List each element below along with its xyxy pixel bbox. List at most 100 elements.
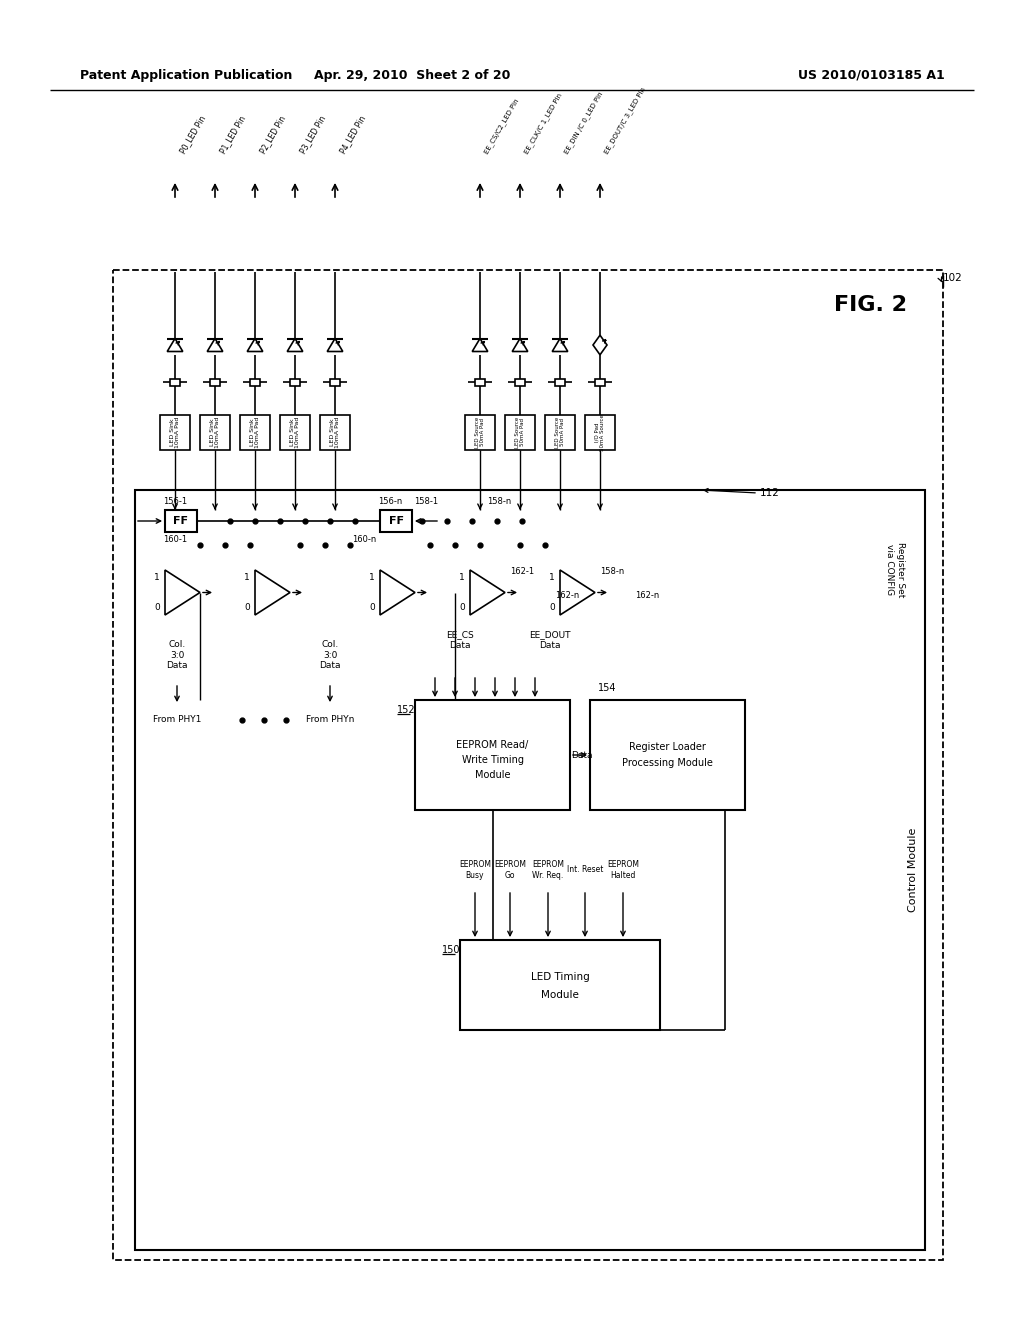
Text: From PHY1: From PHY1 [153, 715, 201, 725]
Text: 0: 0 [155, 602, 160, 611]
Text: LED Sink
10mA Pad: LED Sink 10mA Pad [290, 417, 300, 449]
Text: Module: Module [541, 990, 579, 1001]
Text: Write Timing: Write Timing [462, 755, 523, 766]
Text: I/O Pad
50mA Source: I/O Pad 50mA Source [595, 414, 605, 451]
Text: Module: Module [475, 770, 510, 780]
Text: US 2010/0103185 A1: US 2010/0103185 A1 [799, 69, 945, 82]
Text: 160-n: 160-n [352, 536, 376, 544]
Text: 162-n: 162-n [635, 590, 659, 599]
Bar [505, 414, 535, 450]
Bar [135, 490, 925, 1250]
Text: LED Source
50mA Pad: LED Source 50mA Pad [555, 417, 565, 447]
Text: P0_LED Pin: P0_LED Pin [178, 114, 207, 154]
Bar [160, 414, 190, 450]
Text: FF: FF [173, 516, 188, 525]
Bar [475, 379, 484, 385]
Text: 1: 1 [459, 573, 465, 582]
Polygon shape [593, 335, 607, 355]
Text: EE_DOUT/C 3_LED Pin: EE_DOUT/C 3_LED Pin [603, 86, 647, 154]
Bar [330, 379, 340, 385]
Text: Data: Data [571, 751, 593, 759]
Text: 160-1: 160-1 [163, 536, 187, 544]
Text: EE_CS
Data: EE_CS Data [446, 630, 474, 649]
Text: EEPROM
Halted: EEPROM Halted [607, 861, 639, 879]
Polygon shape [552, 338, 567, 351]
Polygon shape [255, 570, 290, 615]
Bar [545, 414, 575, 450]
Bar [319, 414, 350, 450]
Bar [415, 700, 570, 810]
Text: Int. Reset: Int. Reset [567, 866, 603, 874]
Text: 156-n: 156-n [378, 498, 402, 507]
Bar [290, 379, 300, 385]
Text: LED Sink
10mA Pad: LED Sink 10mA Pad [250, 417, 260, 449]
Text: 162-1: 162-1 [510, 568, 535, 577]
Text: FIG. 2: FIG. 2 [834, 294, 906, 315]
Text: EEPROM
Wr. Req.: EEPROM Wr. Req. [532, 861, 564, 879]
Text: EEPROM
Busy: EEPROM Busy [459, 861, 490, 879]
Bar [585, 414, 615, 450]
Bar [590, 700, 745, 810]
Bar [113, 271, 943, 1261]
Bar [595, 379, 605, 385]
Text: LED Sink
10mA Pad: LED Sink 10mA Pad [170, 417, 180, 449]
Text: P1_LED Pin: P1_LED Pin [218, 114, 247, 154]
Polygon shape [165, 570, 200, 615]
Polygon shape [560, 570, 595, 615]
Bar [165, 510, 197, 532]
Text: EEPROM
Go: EEPROM Go [494, 861, 526, 879]
Text: EEPROM Read/: EEPROM Read/ [457, 741, 528, 750]
Polygon shape [472, 338, 487, 351]
Bar [240, 414, 270, 450]
Text: 0: 0 [369, 602, 375, 611]
Text: 154: 154 [598, 682, 616, 693]
Text: 158-n: 158-n [487, 498, 511, 507]
Text: Col.
3:0
Data: Col. 3:0 Data [319, 640, 341, 671]
Bar [170, 379, 180, 385]
Text: EE_CS/C2_LED Pin: EE_CS/C2_LED Pin [483, 98, 520, 154]
Bar [250, 379, 260, 385]
Bar [515, 379, 525, 385]
Bar [380, 510, 412, 532]
Polygon shape [167, 338, 183, 351]
Text: LED Sink
10mA Pad: LED Sink 10mA Pad [210, 417, 220, 449]
Text: 158-n: 158-n [600, 568, 625, 577]
Text: P3_LED Pin: P3_LED Pin [298, 114, 327, 154]
Text: 1: 1 [549, 573, 555, 582]
Text: EE_CLK/C 1_LED Pin: EE_CLK/C 1_LED Pin [523, 92, 563, 154]
Text: Register Set
via CONFIG: Register Set via CONFIG [886, 543, 904, 598]
Text: 0: 0 [549, 602, 555, 611]
Text: 156-1: 156-1 [163, 498, 187, 507]
Text: LED Source
50mA Pad: LED Source 50mA Pad [474, 417, 485, 447]
Text: 158-1: 158-1 [414, 498, 438, 507]
Bar [465, 414, 495, 450]
Polygon shape [380, 570, 415, 615]
Text: 1: 1 [369, 573, 375, 582]
Text: Control Module: Control Module [908, 828, 918, 912]
Bar [200, 414, 230, 450]
Text: From PHYn: From PHYn [306, 715, 354, 725]
Text: LED Source
50mA Pad: LED Source 50mA Pad [515, 417, 525, 447]
Text: Patent Application Publication: Patent Application Publication [80, 69, 293, 82]
Polygon shape [207, 338, 223, 351]
Polygon shape [470, 570, 505, 615]
Text: LED Sink
10mA Pad: LED Sink 10mA Pad [330, 417, 340, 449]
Text: 112: 112 [760, 488, 780, 498]
Text: 102: 102 [943, 273, 963, 282]
Polygon shape [512, 338, 527, 351]
Text: FF: FF [388, 516, 403, 525]
Text: 1: 1 [155, 573, 160, 582]
Bar [210, 379, 220, 385]
Text: 150: 150 [442, 945, 461, 954]
Text: 1: 1 [244, 573, 250, 582]
Polygon shape [287, 338, 303, 351]
Text: 152: 152 [397, 705, 416, 715]
Text: Apr. 29, 2010  Sheet 2 of 20: Apr. 29, 2010 Sheet 2 of 20 [313, 69, 510, 82]
Text: LED Timing: LED Timing [530, 972, 590, 982]
Text: P2_LED Pin: P2_LED Pin [258, 114, 287, 154]
Text: 162-n: 162-n [555, 590, 580, 599]
Text: EE_DOUT
Data: EE_DOUT Data [529, 630, 570, 649]
Text: Register Loader: Register Loader [629, 742, 706, 752]
Text: Processing Module: Processing Module [622, 758, 713, 768]
Text: 0: 0 [244, 602, 250, 611]
